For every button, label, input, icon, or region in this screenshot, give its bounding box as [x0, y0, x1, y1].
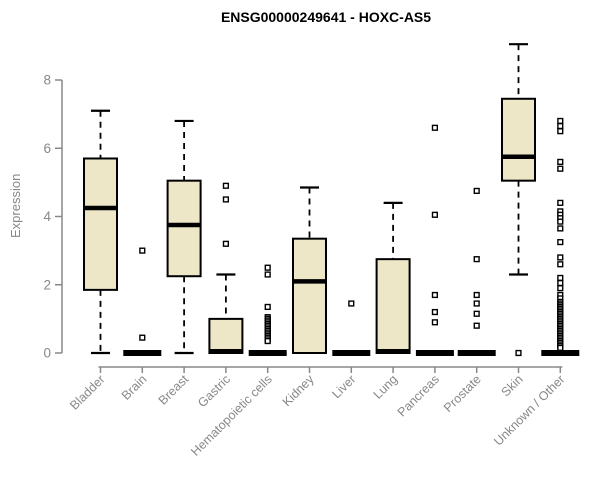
outlier-point [431, 319, 439, 326]
outlier-point [557, 274, 564, 282]
outlier-point [264, 303, 271, 311]
box [501, 97, 536, 182]
outlier-point [515, 349, 522, 357]
outlier-point [473, 322, 480, 329]
outlier-point [557, 279, 564, 287]
chart-title: ENSG00000249641 - HOXC-AS5 [220, 9, 432, 25]
flat-box [541, 350, 580, 356]
box [166, 179, 202, 278]
y-tick-label: 4 [43, 209, 51, 224]
box [208, 317, 244, 354]
outlier-point [139, 247, 146, 254]
outlier-point [557, 261, 564, 268]
x-axis-label: Brain [119, 372, 150, 403]
flat-box [248, 350, 287, 356]
outlier-point [222, 182, 230, 189]
outlier-point [348, 300, 355, 307]
outlier-point [473, 187, 480, 195]
x-axis-label: Lung [371, 372, 401, 402]
outlier-point [264, 337, 271, 345]
outlier-point [557, 128, 564, 135]
flat-box [332, 350, 371, 356]
outlier-point [431, 308, 439, 316]
flat-box [123, 350, 162, 356]
outlier-point [557, 285, 564, 292]
outlier-point [557, 122, 564, 130]
y-tick-label: 8 [43, 73, 51, 88]
outlier-point [222, 240, 230, 247]
outlier-point [431, 124, 439, 131]
x-axis-label: Gastric [195, 372, 233, 410]
outlier-point [557, 199, 564, 206]
outlier-point [473, 256, 480, 263]
y-tick-label: 2 [43, 277, 51, 292]
y-tick-label: 0 [43, 346, 51, 361]
x-axis-label: Skin [499, 372, 526, 399]
outlier-point [557, 165, 564, 172]
flat-box [457, 350, 496, 356]
outlier-point [557, 218, 564, 225]
x-axis-label: Kidney [280, 372, 317, 409]
box [83, 157, 118, 291]
y-tick-label: 6 [43, 141, 51, 156]
flat-box [415, 350, 454, 356]
outlier-point [473, 300, 480, 307]
x-axis-label: Prostate [441, 372, 484, 415]
box [375, 258, 411, 354]
x-axis-label: Breast [156, 372, 192, 408]
outlier-point [431, 211, 439, 218]
outlier-point [557, 158, 564, 166]
outlier-point [557, 225, 564, 232]
outlier-point [473, 291, 480, 299]
outlier-point [557, 344, 564, 351]
outlier-point [222, 196, 230, 203]
outlier-point [557, 254, 564, 261]
outlier-point [264, 271, 271, 278]
x-axis-label: Liver [329, 372, 358, 401]
outlier-point [431, 291, 439, 299]
x-axis-label: Bladder [67, 372, 107, 412]
outlier-point [264, 264, 271, 271]
outlier-point [473, 310, 480, 317]
outlier-point [557, 238, 564, 246]
box [292, 237, 327, 354]
x-axis-label: Unknown / Other [491, 372, 567, 448]
x-axis-label: Pancreas [395, 372, 442, 419]
outlier-point [139, 334, 146, 341]
x-axis-label: Hematopoietic cells [188, 372, 275, 459]
outlier-point [557, 117, 564, 125]
